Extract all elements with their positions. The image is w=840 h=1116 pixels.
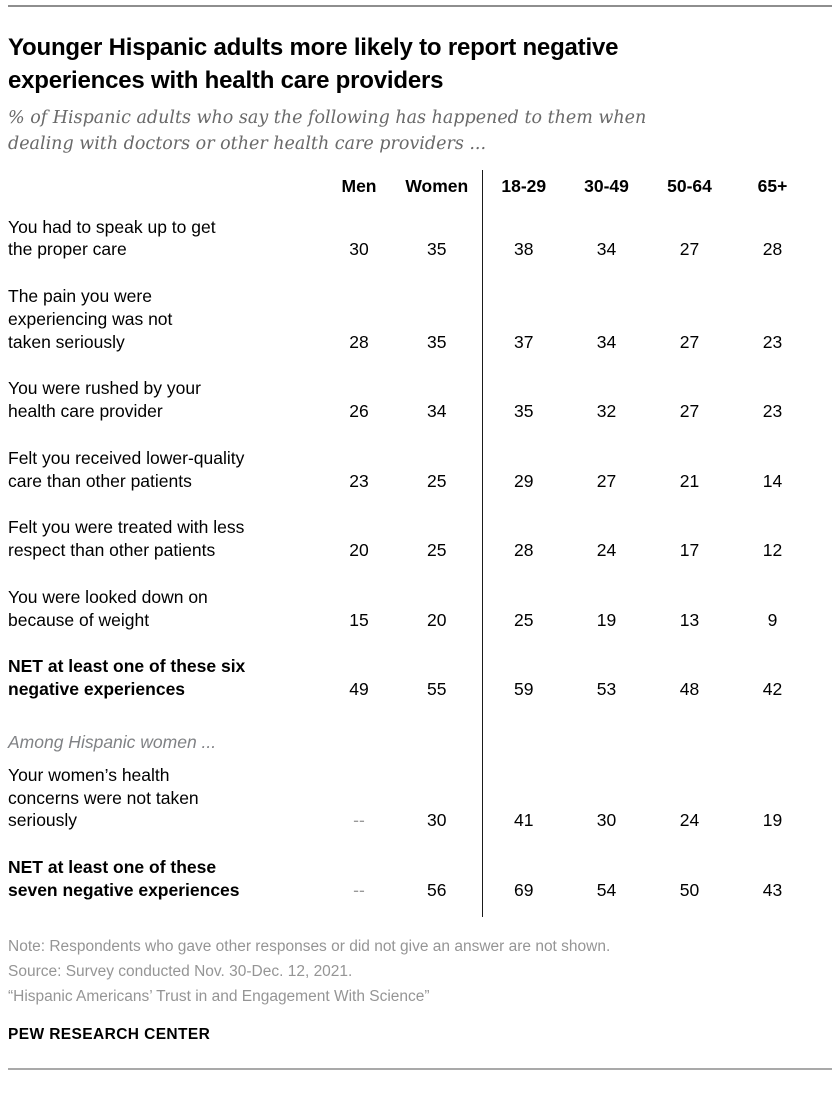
row-label: You were looked down on because of weigh… [8,586,208,630]
table-row: You had to speak up to get the proper ca… [8,206,814,277]
value-cell: 25 [427,540,447,561]
column-header-50-64: 50-64 [667,175,712,196]
value-cell: -- [353,879,365,900]
value-cell: 13 [679,609,700,630]
bottom-rule [8,1068,832,1071]
empty-cell [392,716,482,755]
value-cell: 49 [349,679,369,700]
pew-research-center-wordmark: PEW RESEARCH CENTER [8,1026,211,1044]
value-cell: 35 [481,368,565,438]
value-cell: 26 [349,401,369,422]
source-line: Source: Survey conducted Nov. 30-Dec. 12… [8,962,353,980]
value-cell: 34 [596,331,617,352]
value-cell: 20 [349,540,369,561]
value-cell: 48 [679,679,700,700]
corner-cell [8,170,326,207]
value-cell: 20 [427,609,447,630]
value-cell: 24 [596,540,617,561]
row-label: You were rushed by your health care prov… [8,378,201,422]
section-label: Among Hispanic women ... [8,731,217,752]
value-cell: 28 [762,239,783,260]
value-cell: 42 [762,679,783,700]
value-cell: 55 [427,679,447,700]
column-header-18-29: 18-29 [481,169,565,207]
value-cell: -- [353,810,365,831]
value-cell: 23 [349,470,369,491]
table-row: The pain you were experiencing was not t… [8,276,814,369]
value-cell: 28 [349,331,369,352]
citation-line: “Hispanic Americans’ Trust in and Engage… [8,988,430,1006]
table-row: NET at least one of these seven negative… [8,847,814,917]
note-line: Note: Respondents who gave other respons… [8,937,611,955]
data-table: Men Women 18-29 30-49 50-64 65+ You had … [8,169,814,917]
row-label: The pain you were experiencing was not t… [8,286,173,352]
value-cell: 35 [427,331,447,352]
row-label: Felt you received lower-quality care tha… [8,447,245,491]
value-cell: 19 [762,810,783,831]
column-header-row: Men Women 18-29 30-49 50-64 65+ [8,169,814,207]
value-cell: 30 [596,810,617,831]
value-cell: 43 [762,879,783,900]
value-cell: 24 [679,810,700,831]
row-label: You had to speak up to get the proper ca… [8,216,216,260]
table-row: Felt you received lower-quality care tha… [8,437,814,508]
table-row: Your women’s health concerns were not ta… [8,754,814,848]
value-cell: 29 [481,437,565,508]
pew-chart-card: Younger Hispanic adults more likely to r… [0,5,840,1071]
value-cell: 27 [596,470,617,491]
value-cell: 17 [679,540,700,561]
empty-cell [648,716,731,755]
value-cell: 69 [481,847,565,917]
column-header-men: Men [341,175,377,196]
value-cell: 56 [427,879,447,900]
empty-cell [481,715,565,755]
value-cell: 27 [679,239,700,260]
value-cell: 14 [762,470,783,491]
value-cell: 59 [481,646,565,716]
value-cell: 21 [679,470,700,491]
column-header-30-49: 30-49 [584,175,629,196]
empty-cell [731,716,814,755]
value-cell: 54 [596,879,617,900]
row-label: NET at least one of these six negative e… [8,656,246,700]
table-row: Felt you were treated with less respect … [8,507,814,577]
value-cell: 23 [762,401,783,422]
value-cell: 50 [679,879,700,900]
value-cell: 32 [596,401,617,422]
value-cell: 35 [427,239,447,260]
value-cell: 41 [481,754,565,848]
chart-subtitle: % of Hispanic adults who say the followi… [8,108,647,155]
value-cell: 34 [427,401,447,422]
value-cell: 37 [481,276,565,369]
value-cell: 25 [427,470,447,491]
section-row: Among Hispanic women ... [8,715,814,755]
value-cell: 15 [349,609,369,630]
table-row: NET at least one of these six negative e… [8,646,814,716]
empty-cell [565,716,648,755]
row-label: NET at least one of these seven negative… [8,857,240,900]
value-cell: 34 [596,239,617,260]
row-label: Your women’s health concerns were not ta… [8,764,199,831]
footnotes: Note: Respondents who gave other respons… [8,935,832,1009]
value-cell: 38 [481,206,565,277]
row-label: Felt you were treated with less respect … [8,517,245,561]
value-cell: 30 [427,810,447,831]
empty-cell [326,716,392,755]
value-cell: 23 [762,331,783,352]
value-cell: 30 [349,239,369,260]
value-cell: 53 [596,679,617,700]
column-header-65plus: 65+ [757,175,788,196]
value-cell: 27 [679,401,700,422]
value-cell: 9 [767,609,778,630]
table-row: You were looked down on because of weigh… [8,576,814,647]
value-cell: 12 [762,540,783,561]
value-cell: 27 [679,331,700,352]
value-cell: 25 [481,576,565,647]
chart-title: Younger Hispanic adults more likely to r… [8,34,619,95]
top-rule [8,5,832,7]
value-cell: 28 [481,507,565,577]
table-row: You were rushed by your health care prov… [8,368,814,438]
value-cell: 19 [596,609,617,630]
column-header-women: Women [405,175,469,196]
